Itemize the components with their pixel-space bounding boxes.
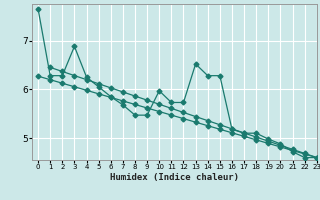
X-axis label: Humidex (Indice chaleur): Humidex (Indice chaleur) (110, 173, 239, 182)
